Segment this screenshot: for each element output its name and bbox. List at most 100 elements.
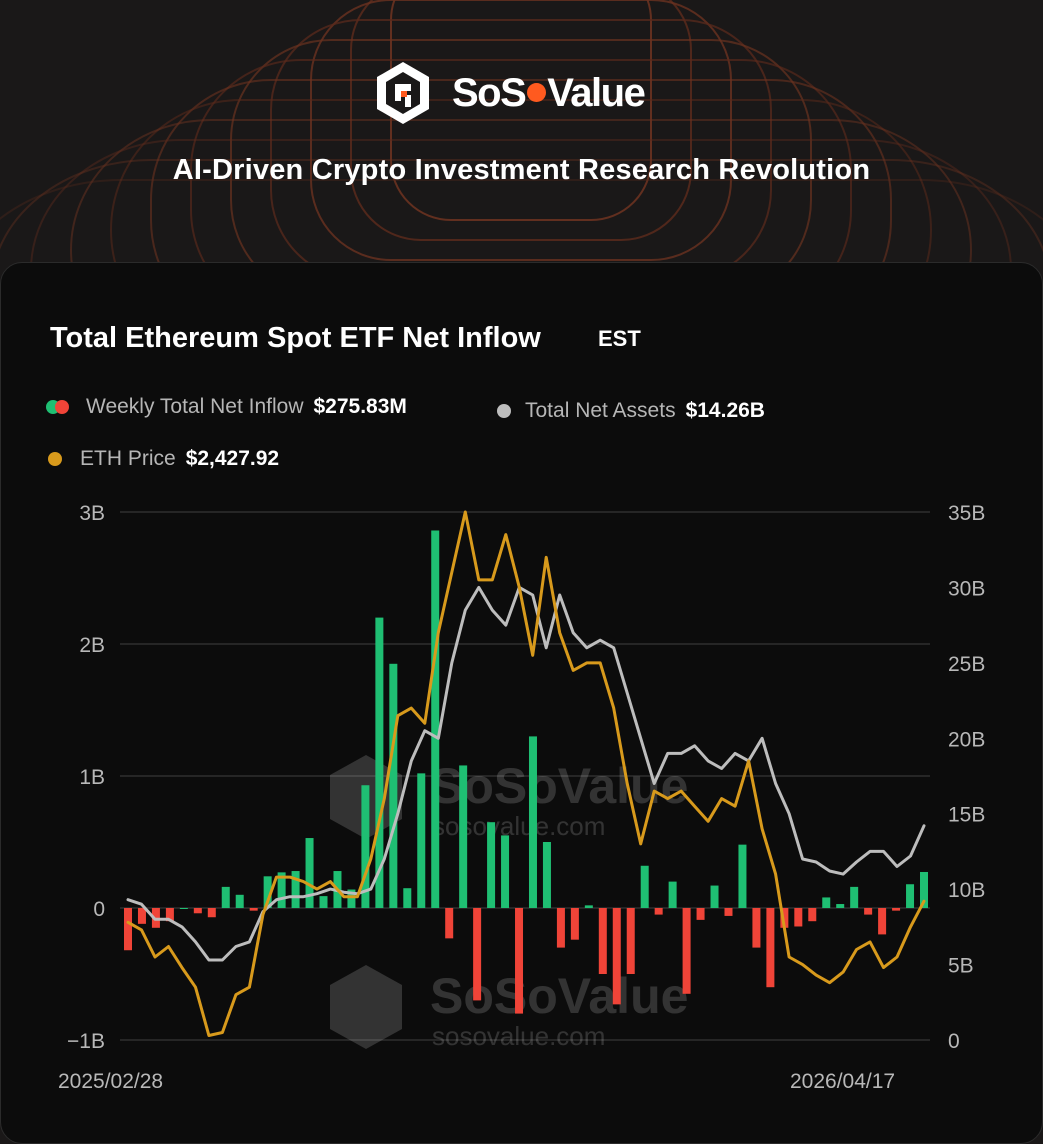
inflow-bar [249, 908, 258, 911]
background-arc [350, 0, 692, 241]
x-axis-start-label: 2025/02/28 [58, 1070, 164, 1093]
inflow-bar [640, 865, 649, 908]
right-axis-tick: 35B [948, 502, 985, 525]
x-axis-end-label: 2026/04/17 [790, 1070, 896, 1093]
legend-eth-price[interactable]: ETH Price $2,427.92 [48, 447, 279, 471]
legend-value: $2,427.92 [185, 447, 280, 470]
inflow-bar [864, 908, 873, 915]
inflow-bar [682, 908, 691, 994]
inflow-bar [906, 884, 915, 908]
left-axis-tick: 1B [79, 766, 105, 789]
inflow-bar [277, 872, 286, 908]
inflow-bar [179, 908, 188, 909]
brand-logo[interactable]: SoS Value [374, 60, 646, 126]
inflow-bar [263, 876, 272, 908]
inflow-dot-icon [46, 400, 72, 414]
inflow-bar [808, 908, 817, 922]
brand-name-part1: SoS [452, 70, 527, 115]
legend-value: $14.26B [685, 399, 765, 422]
page-header: SoS Value AI-Driven Crypto Investment Res… [0, 0, 1043, 260]
watermark-url: sosovalue.com [432, 1021, 605, 1051]
background-arc [190, 59, 852, 300]
legend-total-net-assets[interactable]: Total Net Assets $14.26B [497, 399, 765, 423]
background-arc [0, 159, 1043, 253]
inflow-bar [584, 905, 593, 908]
left-axis-tick: 3B [79, 502, 105, 525]
legend-weekly-inflow[interactable]: Weekly Total Net Inflow $275.83M [46, 395, 407, 419]
watermark-logo-icon [330, 965, 402, 1049]
inflow-bar [291, 871, 300, 908]
inflow-bar [501, 835, 510, 908]
inflow-bar [542, 842, 551, 908]
background-arc [110, 99, 932, 300]
total-net-assets-line [126, 585, 926, 962]
background-arc [0, 179, 1043, 221]
left-axis-tick: 2B [79, 634, 105, 657]
inflow-bar [137, 908, 146, 924]
inflow-bar [165, 908, 174, 922]
inflow-bar [487, 822, 496, 908]
inflow-bar [570, 908, 579, 940]
inflow-bar [473, 908, 482, 1001]
inflow-bar [124, 908, 132, 951]
legend-label: Weekly Total Net Inflow [86, 395, 304, 418]
inflow-bar [417, 773, 426, 908]
inflow-bar [319, 896, 328, 908]
right-axis-tick: 20B [948, 728, 985, 751]
right-axis-tick: 25B [948, 653, 985, 676]
background-arc [230, 39, 812, 300]
inflow-bar [556, 908, 565, 948]
left-axis-tick: 0 [93, 898, 105, 921]
inflow-bar [431, 530, 440, 908]
inflow-bar [193, 908, 202, 914]
legend-value: $275.83M [313, 395, 407, 418]
brand-name: SoS Value [452, 70, 646, 116]
watermark-brand: SoSoValue [430, 758, 688, 814]
inflow-bar [654, 908, 663, 915]
inflow-bar [836, 904, 845, 908]
sosovalue-logo-icon [377, 62, 429, 124]
inflow-bar [850, 886, 859, 908]
inflow-bar [598, 908, 607, 974]
etf-flow-chart[interactable]: 3B 2B 1B 0 −1B 35B 30B 25B 20B 15B 10B 5B 0 SoSoValue… [0, 490, 1043, 1060]
background-arc [70, 119, 972, 300]
brand-name-part2: Value [547, 70, 646, 115]
inflow-bar [403, 888, 412, 908]
watermark-url: sosovalue.com [432, 811, 605, 841]
chart-title: Total Ethereum Spot ETF Net Inflow [50, 322, 541, 354]
right-axis-tick: 10B [948, 879, 985, 902]
eth-price-line [126, 510, 926, 1037]
inflow-bar [794, 908, 803, 927]
price-dot-icon [48, 452, 62, 466]
inflow-bar [389, 663, 398, 908]
inflow-bar [221, 886, 230, 908]
right-axis-tick: 5B [948, 955, 974, 978]
inflow-bar [668, 881, 677, 908]
inflow-bar [207, 908, 216, 918]
right-axis-tick: 30B [948, 577, 985, 600]
legend-label: ETH Price [80, 447, 176, 470]
brand-dot-icon [527, 83, 547, 103]
inflow-bar [696, 908, 705, 920]
inflow-bar [780, 908, 789, 928]
inflow-bar [766, 908, 775, 988]
watermark-brand: SoSoValue [430, 968, 688, 1024]
inflow-bar [445, 908, 454, 939]
inflow-bar [459, 765, 468, 908]
inflow-bar [878, 908, 887, 935]
inflow-bar [920, 871, 928, 908]
inflow-bar [612, 908, 621, 1005]
timezone-label[interactable]: EST [598, 326, 641, 351]
right-axis-tick: 0 [948, 1030, 960, 1053]
inflow-bar [361, 785, 370, 908]
legend-label: Total Net Assets [525, 399, 676, 422]
assets-dot-icon [497, 404, 511, 418]
right-axis-tick: 15B [948, 804, 985, 827]
inflow-bar [710, 885, 719, 908]
inflow-bar [892, 908, 901, 911]
inflow-bar [626, 908, 635, 974]
inflow-bar [738, 844, 747, 908]
inflow-bar [347, 889, 356, 908]
inflow-bar [724, 908, 733, 916]
